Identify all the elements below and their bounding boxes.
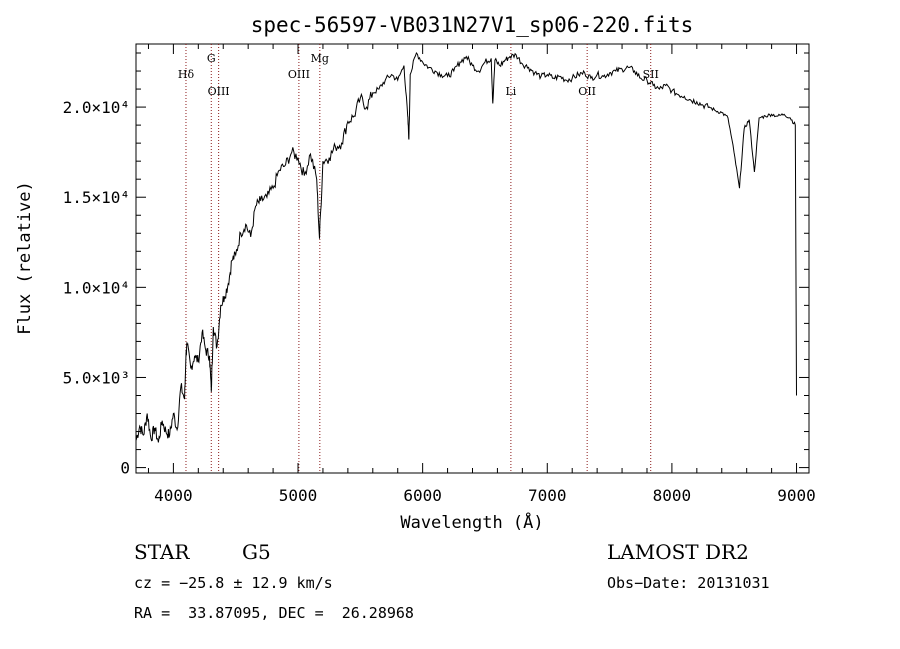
line-label-0: Hδ [178,68,195,81]
line-label-5: Li [505,85,516,98]
x-tick-label-3: 7000 [528,486,567,505]
line-label-1: G [207,52,216,65]
spectral-subclass: G5 [242,540,271,564]
y-tick-label-1: 5.0×10³ [63,368,130,387]
spectral-line-markers [185,44,652,473]
x-tick-label-1: 5000 [279,486,318,505]
survey-name: LAMOST DR2 [607,540,749,564]
plot-frame [135,43,810,474]
x-axis-label: Wavelength (Å) [400,511,543,533]
line-label-4: Mg [311,52,329,65]
y-tick-label-2: 1.0×10⁴ [63,278,130,297]
line-label-6: OII [578,85,596,98]
chart-title: spec-56597-VB031N27V1_sp06-220.fits [251,13,694,37]
y-axis-ticks: 0 5.0×10³ 1.0×10⁴ 1.5×10⁴ 2.0×10⁴ [63,52,809,478]
x-tick-label-4: 8000 [653,486,692,505]
y-tick-label-3: 1.5×10⁴ [63,188,130,207]
y-axis-label: Flux (relative) [15,181,35,335]
spectrum-line [135,52,797,443]
y-tick-label-0: 0 [120,459,130,478]
x-axis-ticks: 4000 5000 6000 7000 8000 9000 [147,44,816,505]
x-tick-label-2: 6000 [403,486,442,505]
object-class: STAR [134,540,190,564]
redshift-cz: cz = −25.8 ± 12.9 km/s [134,574,333,592]
observation-date: Obs−Date: 20131031 [607,574,770,592]
y-tick-label-4: 2.0×10⁴ [63,98,130,117]
line-label-7: SII [643,68,659,81]
coordinates: RA = 33.87095, DEC = 26.28968 [134,604,414,622]
x-tick-label-5: 9000 [777,486,816,505]
x-tick-label-0: 4000 [154,486,193,505]
line-label-3: OIII [288,68,310,81]
line-label-2: OIII [208,85,230,98]
